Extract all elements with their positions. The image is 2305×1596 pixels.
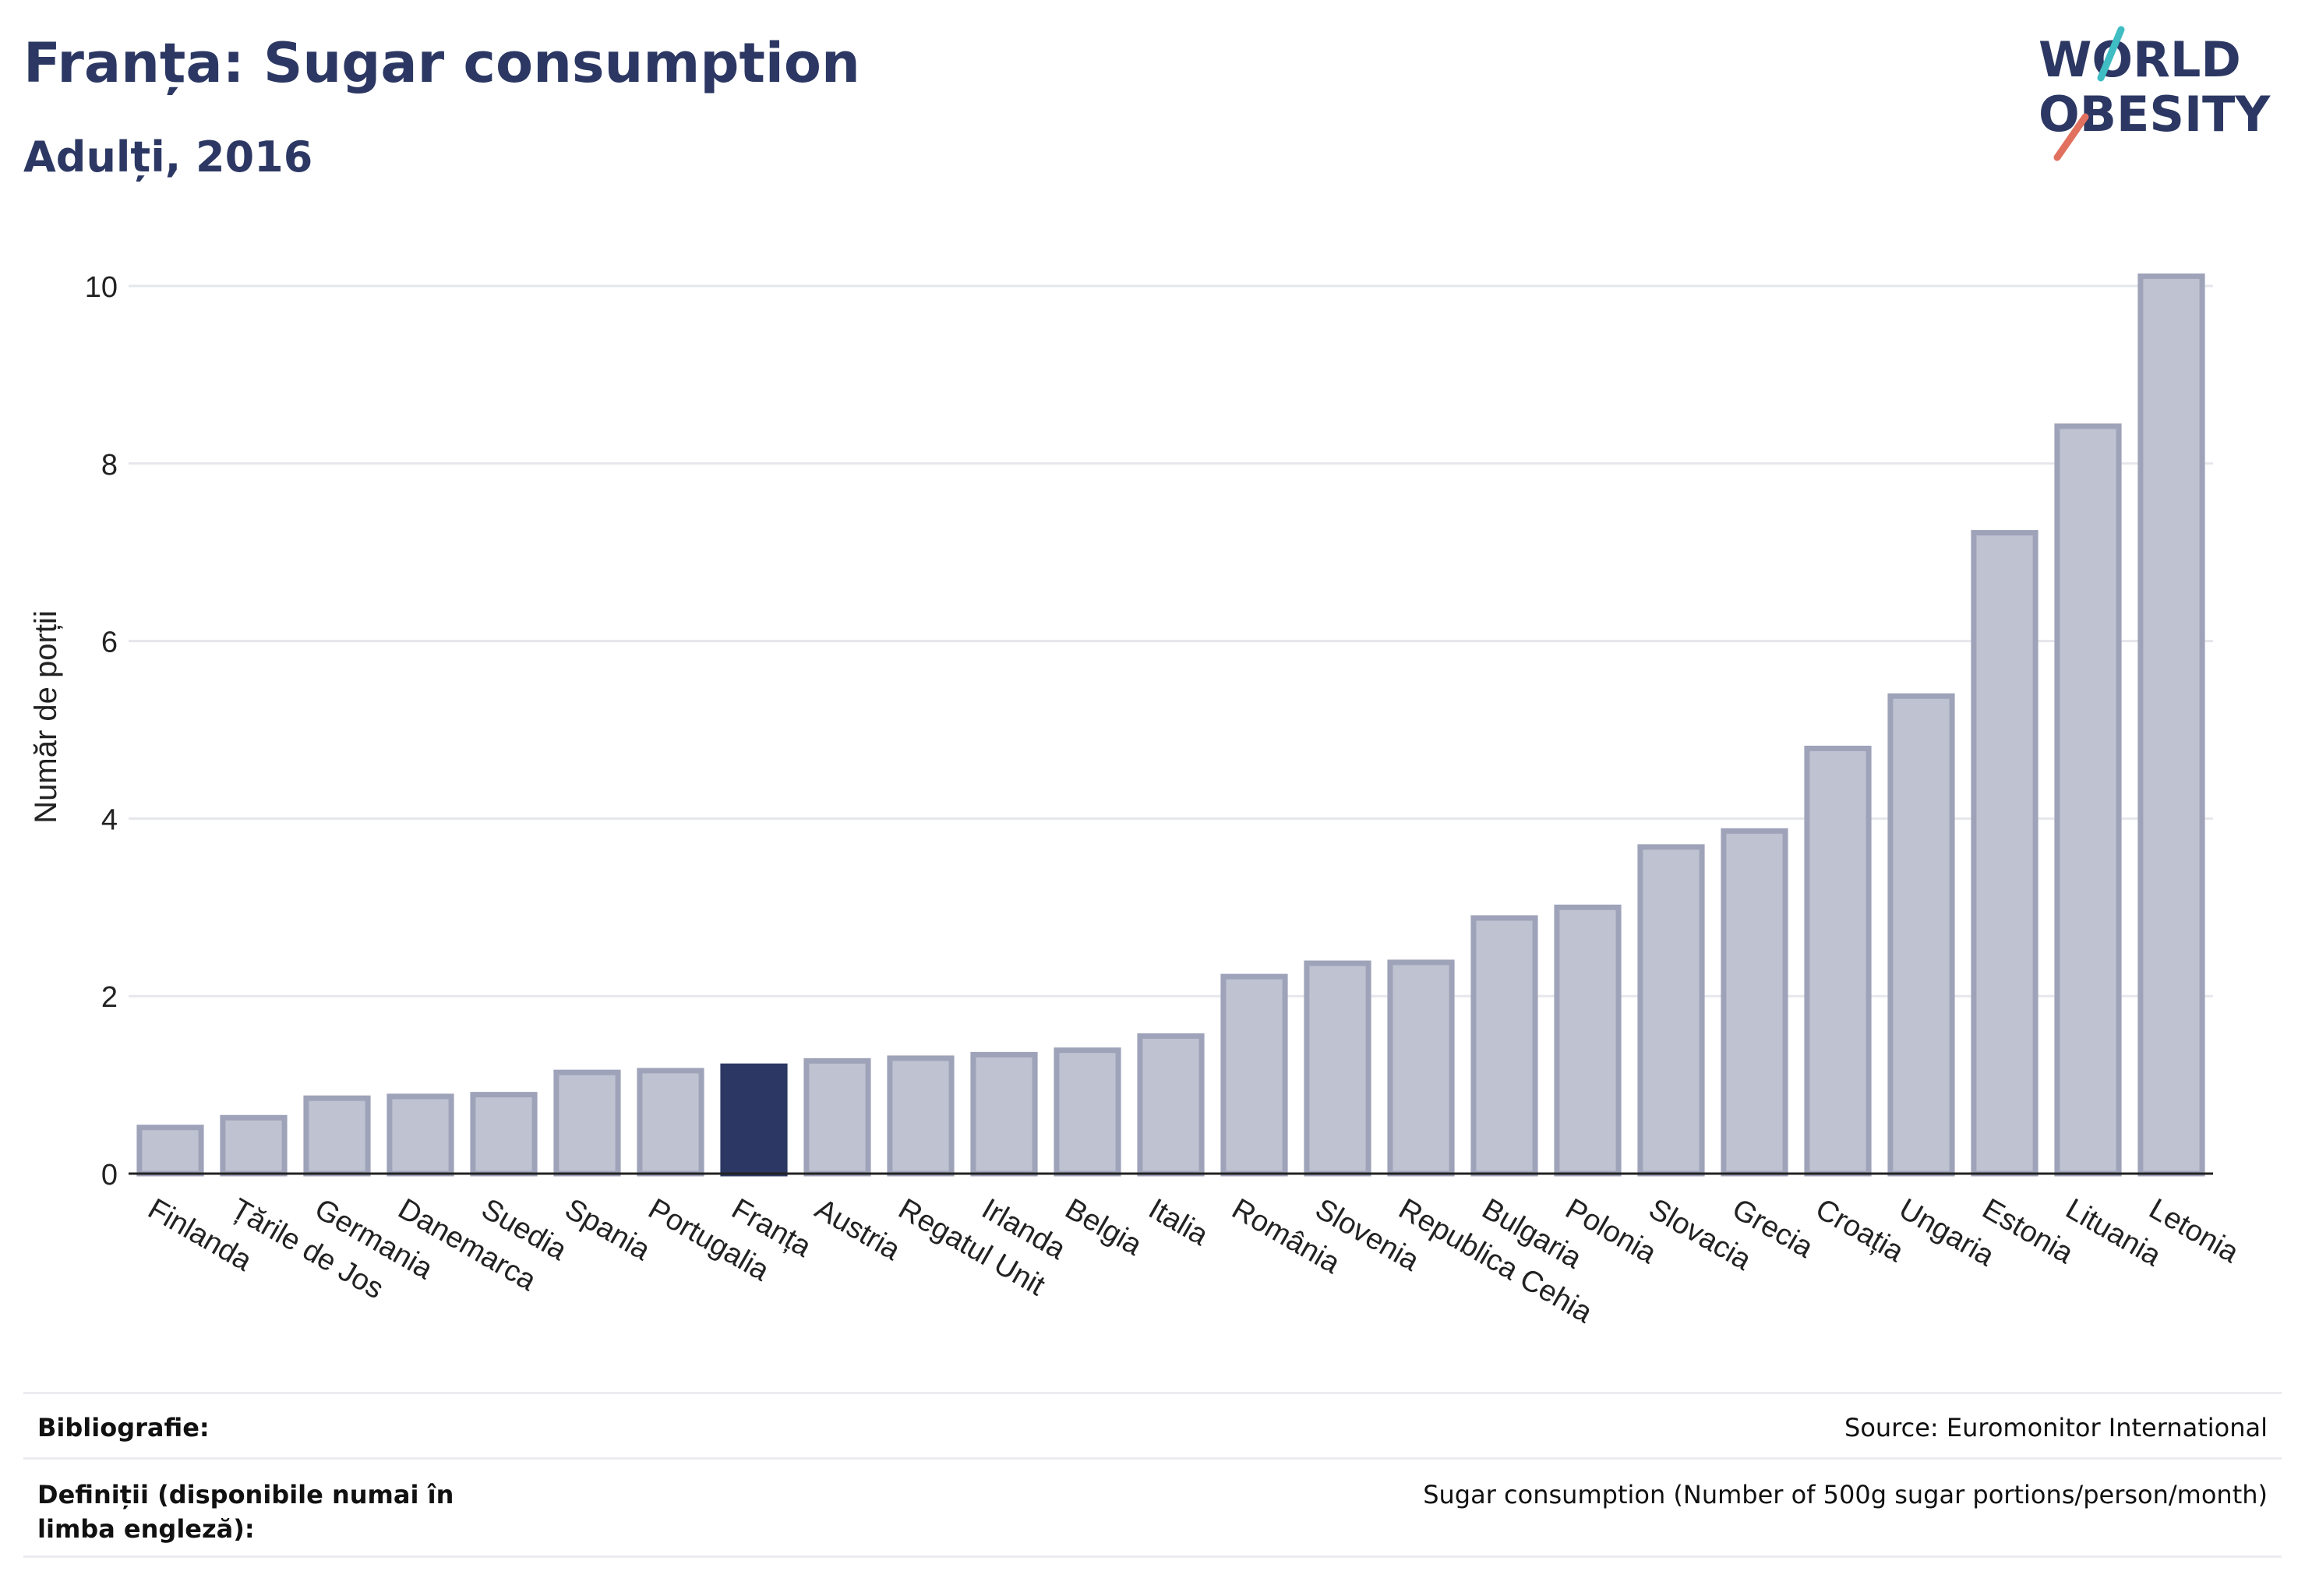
axes: 0 2 4 6 8 10 [85, 271, 2213, 1192]
x-tick-label: Ungaria [1894, 1192, 2000, 1273]
x-tick-label: Belgia [1060, 1192, 1148, 1262]
x-tick-label: Italia [1143, 1192, 1214, 1252]
bar-germania[interactable] [303, 1095, 371, 1177]
bibliography-value: Source: Euromonitor International [1844, 1413, 2268, 1442]
bar-spania[interactable] [553, 1069, 621, 1177]
bar-slovenia[interactable] [1304, 960, 1371, 1177]
bar-finlanda[interactable] [136, 1125, 204, 1177]
x-tick-label: Estonia [1977, 1192, 2080, 1270]
bars [136, 273, 2205, 1177]
bar-suedia[interactable] [470, 1092, 538, 1177]
chart-title: Franța: Sugar consumption [23, 31, 860, 95]
bar-regatul-unit[interactable] [887, 1055, 955, 1177]
x-tick-label: Spania [559, 1192, 656, 1267]
bar-belgia[interactable] [1054, 1047, 1121, 1177]
y-tick-label: 6 [101, 627, 118, 659]
bar-slovacia[interactable] [1637, 844, 1705, 1177]
logo-teal-slash [2097, 26, 2125, 82]
bar-portugalia[interactable] [637, 1068, 704, 1177]
bar-letonia[interactable] [2137, 273, 2205, 1177]
bar-danemarca[interactable] [387, 1093, 454, 1177]
bibliography-row: Bibliografie: Source: Euromonitor Intern… [23, 1396, 2282, 1456]
bar-italia[interactable] [1137, 1033, 1205, 1177]
bar-republica-cehia[interactable] [1387, 959, 1455, 1177]
y-tick-label: 10 [85, 271, 118, 304]
chart-subtitle: Adulți, 2016 [23, 132, 313, 182]
footer-divider-middle [23, 1457, 2282, 1460]
footer-divider-bottom [23, 1555, 2282, 1558]
x-tick-label: Croația [1810, 1192, 1910, 1269]
logo-coral-slash [2053, 113, 2089, 161]
bar-franța[interactable] [720, 1063, 788, 1177]
definitions-row: Definiții (disponibile numai în limba en… [23, 1462, 2282, 1555]
y-tick-label: 8 [101, 449, 118, 482]
bar-irlanda[interactable] [970, 1051, 1038, 1177]
bar-bulgaria[interactable] [1470, 915, 1538, 1177]
x-tick-label: Lituania [2060, 1192, 2167, 1273]
y-tick-label: 2 [101, 981, 118, 1014]
footer-divider-top [23, 1392, 2282, 1394]
bar-estonia[interactable] [1971, 530, 2038, 1177]
bibliography-label: Bibliografie: [37, 1413, 210, 1442]
y-axis-title: Număr de porții [29, 610, 63, 823]
y-tick-label: 4 [101, 803, 118, 836]
x-tick-label: Letonia [2144, 1192, 2245, 1269]
bar-croația[interactable] [1804, 745, 1872, 1177]
bar-ungaria[interactable] [1887, 693, 1955, 1177]
bar-polonia[interactable] [1554, 904, 1622, 1177]
definitions-label: Definiții (disponibile numai în limba en… [37, 1480, 454, 1544]
bar-țările-de-jos[interactable] [220, 1114, 288, 1177]
world-obesity-logo: WORLD OBESITY [2038, 26, 2271, 161]
bar-austria[interactable] [803, 1058, 871, 1177]
logo-line1: WORLD [2038, 31, 2241, 88]
bar-lituania[interactable] [2054, 423, 2122, 1177]
definitions-value: Sugar consumption (Number of 500g sugar … [1423, 1480, 2268, 1509]
bar-românia[interactable] [1220, 973, 1288, 1177]
bar-grecia[interactable] [1721, 828, 1788, 1177]
y-tick-label: 0 [101, 1159, 118, 1192]
x-tick-label: Austria [810, 1192, 906, 1267]
